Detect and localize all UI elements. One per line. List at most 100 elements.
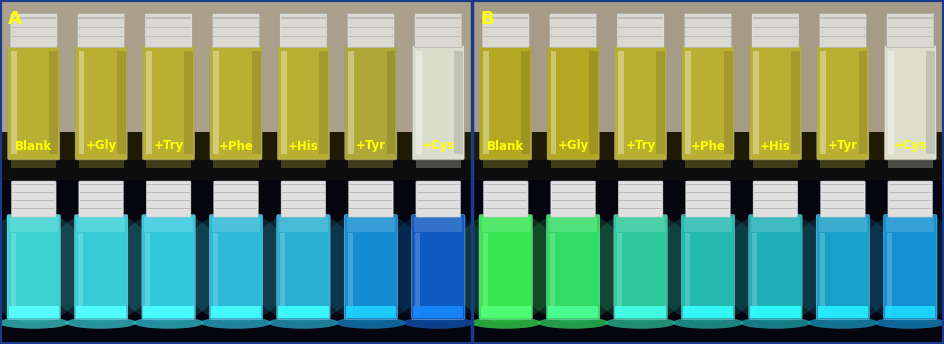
- Ellipse shape: [517, 211, 629, 323]
- Bar: [347, 233, 353, 316]
- Bar: [415, 18, 461, 19]
- FancyBboxPatch shape: [75, 215, 127, 319]
- FancyBboxPatch shape: [345, 215, 397, 319]
- Bar: [282, 208, 325, 209]
- Bar: [214, 200, 258, 201]
- Bar: [78, 51, 85, 154]
- Bar: [11, 157, 57, 169]
- Bar: [415, 36, 461, 37]
- Bar: [484, 192, 527, 193]
- Ellipse shape: [740, 317, 811, 329]
- FancyBboxPatch shape: [414, 13, 462, 48]
- Bar: [417, 200, 460, 201]
- FancyBboxPatch shape: [753, 181, 798, 217]
- Bar: [821, 184, 865, 185]
- Text: +Phe: +Phe: [219, 140, 253, 152]
- Bar: [213, 26, 259, 28]
- Bar: [551, 200, 595, 201]
- FancyBboxPatch shape: [885, 45, 936, 160]
- FancyBboxPatch shape: [482, 13, 530, 48]
- Bar: [349, 184, 393, 185]
- Text: +Tyr: +Tyr: [356, 140, 386, 152]
- Bar: [483, 18, 529, 19]
- Ellipse shape: [875, 317, 944, 329]
- Bar: [252, 51, 261, 154]
- FancyBboxPatch shape: [412, 215, 465, 319]
- Bar: [889, 192, 932, 193]
- FancyBboxPatch shape: [751, 13, 799, 48]
- Bar: [685, 26, 731, 28]
- Bar: [9, 217, 58, 232]
- Bar: [78, 18, 124, 19]
- Bar: [211, 305, 261, 318]
- FancyBboxPatch shape: [281, 181, 326, 217]
- Bar: [619, 192, 662, 193]
- FancyBboxPatch shape: [78, 181, 124, 217]
- Bar: [10, 233, 15, 316]
- Bar: [589, 51, 598, 154]
- FancyBboxPatch shape: [884, 215, 937, 319]
- Bar: [147, 200, 190, 201]
- Bar: [887, 26, 933, 28]
- Bar: [143, 305, 194, 318]
- Bar: [214, 192, 258, 193]
- FancyBboxPatch shape: [615, 45, 666, 160]
- Bar: [0, 160, 472, 180]
- Bar: [146, 157, 191, 169]
- Bar: [619, 200, 662, 201]
- FancyBboxPatch shape: [617, 13, 665, 48]
- Ellipse shape: [133, 317, 204, 329]
- Text: +Cys: +Cys: [894, 140, 927, 152]
- Text: +Gly: +Gly: [86, 140, 117, 152]
- Bar: [889, 184, 932, 185]
- FancyBboxPatch shape: [77, 13, 125, 48]
- Ellipse shape: [585, 211, 696, 323]
- Bar: [12, 200, 55, 201]
- FancyBboxPatch shape: [819, 13, 867, 48]
- Ellipse shape: [673, 317, 743, 329]
- Bar: [618, 51, 624, 154]
- Bar: [348, 36, 394, 37]
- FancyBboxPatch shape: [210, 215, 262, 319]
- Bar: [550, 18, 596, 19]
- FancyBboxPatch shape: [10, 13, 58, 48]
- Bar: [11, 51, 17, 154]
- Bar: [685, 18, 731, 19]
- Bar: [12, 184, 55, 185]
- Ellipse shape: [248, 211, 359, 323]
- FancyBboxPatch shape: [817, 45, 868, 160]
- Bar: [750, 305, 801, 318]
- Bar: [282, 192, 325, 193]
- Text: +Cys: +Cys: [422, 140, 455, 152]
- Text: +Gly: +Gly: [558, 140, 589, 152]
- FancyBboxPatch shape: [750, 45, 801, 160]
- Bar: [618, 36, 664, 37]
- Bar: [348, 18, 394, 19]
- FancyBboxPatch shape: [684, 13, 732, 48]
- Bar: [483, 26, 529, 28]
- Bar: [619, 208, 662, 209]
- FancyBboxPatch shape: [142, 215, 195, 319]
- Bar: [686, 200, 730, 201]
- Bar: [414, 217, 463, 232]
- Text: Blank: Blank: [487, 140, 524, 152]
- Bar: [820, 36, 866, 37]
- Bar: [472, 132, 944, 160]
- Bar: [213, 36, 259, 37]
- FancyBboxPatch shape: [145, 13, 193, 48]
- Bar: [146, 18, 192, 19]
- Bar: [11, 26, 57, 28]
- Bar: [753, 157, 798, 169]
- Bar: [472, 0, 944, 180]
- Bar: [550, 233, 555, 316]
- Bar: [147, 192, 190, 193]
- Bar: [78, 157, 124, 169]
- Bar: [926, 51, 935, 154]
- FancyBboxPatch shape: [347, 13, 395, 48]
- Ellipse shape: [336, 317, 406, 329]
- Bar: [212, 233, 218, 316]
- Bar: [821, 192, 865, 193]
- Bar: [550, 51, 557, 154]
- Bar: [79, 200, 123, 201]
- FancyBboxPatch shape: [11, 181, 56, 217]
